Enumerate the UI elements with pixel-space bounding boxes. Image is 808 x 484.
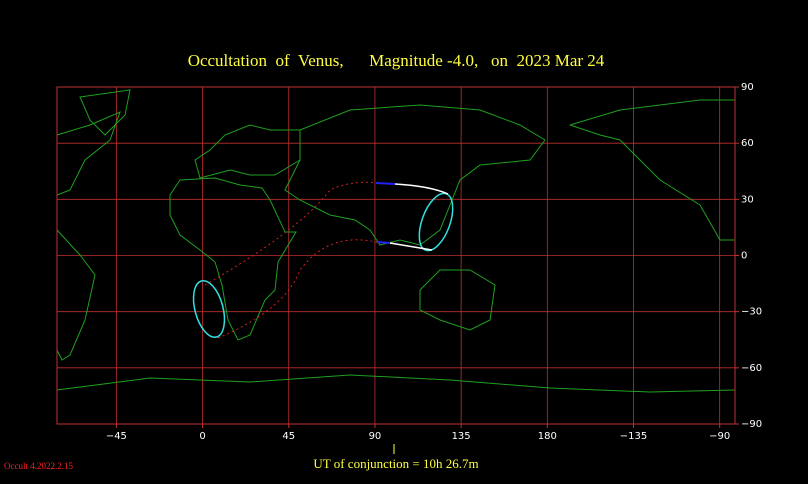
- lat-tick-label: 30: [741, 194, 754, 205]
- lat-tick-label: −90: [741, 419, 762, 430]
- south-america: [56, 229, 96, 361]
- path-south-twilight: [377, 241, 391, 244]
- antarctica: [56, 374, 736, 393]
- path-north-day: [394, 183, 449, 195]
- lon-tick-label: −135: [620, 431, 647, 442]
- lon-tick-label: 0: [199, 431, 205, 442]
- greenland: [79, 89, 131, 136]
- europe: [194, 124, 301, 179]
- australia: [419, 269, 496, 331]
- lat-tick-label: 90: [741, 82, 754, 93]
- lon-tick-label: 45: [282, 431, 295, 442]
- occultation-paths: [192, 181, 454, 339]
- lat-tick-label: 0: [741, 251, 747, 262]
- footer: UT of conjunction = 10h 26.7m: [313, 456, 478, 471]
- version: Occult 4.2022.2.15: [4, 461, 73, 471]
- lon-tick-label: 180: [538, 431, 557, 442]
- north-america-west: [56, 111, 121, 196]
- path-south-day: [389, 242, 433, 251]
- lat-tick-label: −30: [741, 307, 762, 318]
- lat-tick-label: 60: [741, 138, 754, 149]
- asia: [284, 104, 546, 246]
- lat-tick-label: −60: [741, 363, 762, 374]
- lon-tick-label: 135: [452, 431, 471, 442]
- path-north-twilight: [375, 182, 396, 185]
- coastlines: [56, 89, 736, 393]
- map-title: Occultation of Venus, Magnitude -4.0, on…: [188, 51, 605, 70]
- lon-tick-label: −45: [106, 431, 127, 442]
- africa: [169, 177, 297, 341]
- path-limit-north: [204, 181, 381, 286]
- lon-tick-label: −90: [709, 431, 730, 442]
- lon-tick-label: 90: [369, 431, 382, 442]
- north-america: [569, 99, 735, 241]
- ellipse-west: [192, 280, 226, 338]
